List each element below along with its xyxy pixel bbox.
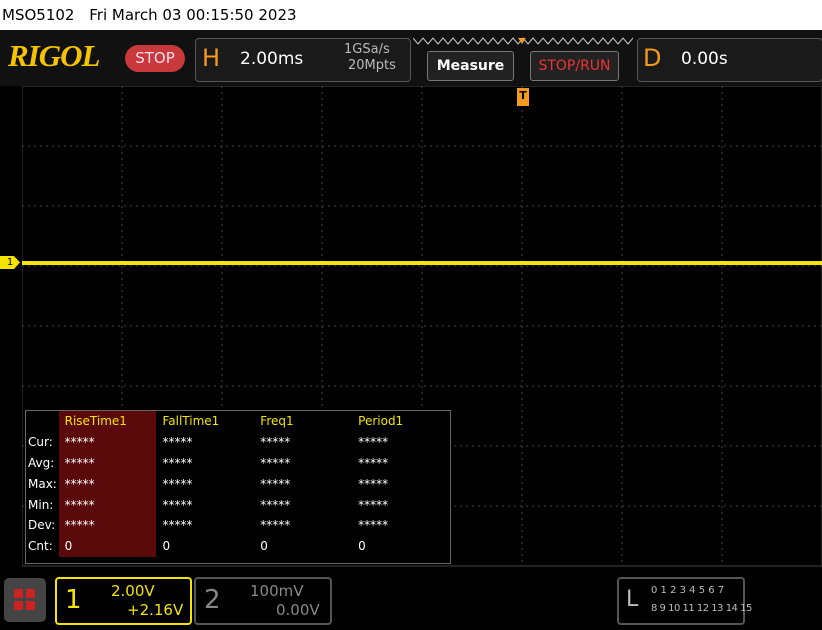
column-header: RiseTime1 <box>58 411 157 432</box>
measure-value: 0 <box>358 539 366 554</box>
measure-value: ***** <box>260 435 291 450</box>
measure-value: ***** <box>58 494 157 515</box>
measure-value: ***** <box>260 497 291 512</box>
channel-scale: 2.00V <box>111 582 155 600</box>
channel-offset: 0.00V <box>276 601 320 619</box>
measure-table: RiseTime1 FallTime1 Freq1 Period1 Cur: ***** *… <box>25 410 451 564</box>
measure-grid: RiseTime1 FallTime1 Freq1 Period1 Cur: ***** *… <box>26 411 450 557</box>
row-label: Avg: <box>28 455 55 470</box>
menu-button[interactable] <box>4 578 46 622</box>
channel-number: 1 <box>65 585 82 615</box>
run-state[interactable]: STOP <box>125 45 185 72</box>
measure-value: ***** <box>358 518 389 533</box>
measure-value: ***** <box>358 435 389 450</box>
row-label: Min: <box>28 497 54 512</box>
measure-value: ***** <box>162 518 193 533</box>
measure-value: ***** <box>162 497 193 512</box>
measure-value: ***** <box>260 455 291 470</box>
measure-value: ***** <box>260 518 291 533</box>
measure-value: 0 <box>260 539 268 554</box>
measure-value: ***** <box>162 435 193 450</box>
measure-value: ***** <box>358 455 389 470</box>
row-label: Cnt: <box>28 539 53 554</box>
column-header: Period1 <box>358 414 404 429</box>
row-label: Dev: <box>28 518 56 533</box>
channel-2-box[interactable]: 2 100mV 0.00V <box>194 577 332 625</box>
measure-value: 0 <box>162 539 171 554</box>
channel-1-box[interactable]: 1 2.00V +2.16V <box>55 577 192 625</box>
trigger-bar <box>413 37 633 45</box>
measure-value: 0 <box>58 535 157 557</box>
delay-box[interactable]: D 0.00s <box>637 38 822 82</box>
delay-value: 0.00s <box>681 49 728 69</box>
h-label: H <box>202 44 221 72</box>
measure-value: ***** <box>162 476 193 491</box>
timebase: 2.00ms <box>240 49 304 69</box>
model: MSO5102 <box>2 6 75 24</box>
logic-box[interactable]: L 0 1 2 3 4 5 6 7 8 9 10 11 12 13 14 15 <box>617 577 752 625</box>
horizontal-box[interactable]: H 2.00ms 1GSa/s 20Mpts <box>195 38 411 82</box>
sample-rate: 1GSa/s <box>344 42 390 57</box>
channel-number: 2 <box>204 585 221 615</box>
column-header: Freq1 <box>260 414 294 429</box>
measure-value: ***** <box>358 476 389 491</box>
stop-run-button[interactable]: STOP/RUN <box>530 51 619 81</box>
measure-value: ***** <box>58 452 157 474</box>
toolbar: RIGOL STOP H 2.00ms 1GSa/s 20Mpts Measur… <box>0 30 822 86</box>
logic-label: L <box>626 587 639 612</box>
channel-offset: +2.16V <box>127 601 184 619</box>
measure-value: ***** <box>162 455 193 470</box>
corner <box>26 411 59 432</box>
measure-value: ***** <box>58 431 157 453</box>
channel-scale: 100mV <box>250 582 304 600</box>
measure-value: ***** <box>358 497 389 512</box>
logic-row-1: 0 1 2 3 4 5 6 7 <box>651 585 725 596</box>
memory-depth: 20Mpts <box>348 58 396 73</box>
measure-value: ***** <box>58 514 157 536</box>
datetime: Fri March 03 00:15:50 2023 <box>89 6 297 24</box>
measure-value: ***** <box>58 473 157 495</box>
logo: RIGOL <box>8 38 100 73</box>
column-header: FallTime1 <box>162 414 220 429</box>
measure-button[interactable]: Measure <box>427 51 514 81</box>
measure-value: ***** <box>260 476 291 491</box>
trigger-marker: T <box>517 88 529 106</box>
row-label: Max: <box>28 476 57 491</box>
logic-row-2: 8 9 10 11 12 13 14 15 <box>651 603 752 614</box>
channel-marker: 1 <box>0 256 20 269</box>
row-label: Cur: <box>28 435 53 450</box>
status-bar: MSO5102 Fri March 03 00:15:50 2023 <box>0 0 822 30</box>
d-label: D <box>643 44 662 72</box>
